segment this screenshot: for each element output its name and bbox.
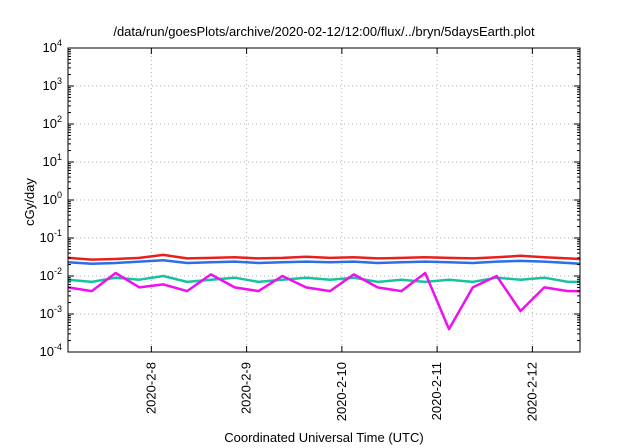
series-layer bbox=[67, 253, 581, 331]
x-tick-label: 2020-2-10 bbox=[334, 362, 349, 421]
series-line-1 bbox=[67, 253, 581, 261]
x-tick-labels: 2020-2-8 2020-2-9 2020-2-10 2020-2-11 2020-2… bbox=[143, 362, 539, 421]
y-tick-label: 103 bbox=[43, 76, 62, 93]
y-tick-label: 101 bbox=[43, 152, 62, 169]
series-line-2 bbox=[67, 258, 581, 266]
y-tick-label: 102 bbox=[43, 114, 62, 131]
y-tick-label: 104 bbox=[43, 38, 62, 55]
series-line-4 bbox=[67, 271, 580, 331]
x-tick-label: 2020-2-12 bbox=[524, 362, 539, 421]
x-tick-label: 2020-2-11 bbox=[429, 362, 444, 420]
y-tick-label: 10-3 bbox=[40, 304, 62, 321]
grid-lines bbox=[68, 48, 580, 352]
y-axis-title: cGy/day bbox=[22, 178, 37, 226]
y-tick-label: 10-4 bbox=[40, 342, 62, 359]
series-line-3 bbox=[67, 274, 580, 284]
y-tick-label: 10-2 bbox=[40, 266, 62, 283]
x-tick-label: 2020-2-8 bbox=[143, 362, 158, 414]
tick-marks bbox=[68, 47, 580, 353]
chart-title: /data/run/goesPlots/archive/2020-02-12/1… bbox=[113, 24, 535, 39]
y-tick-label: 100 bbox=[43, 190, 62, 207]
y-tick-label: 10-1 bbox=[40, 228, 62, 245]
y-tick-labels: 10-4 10-3 10-2 10-1 100 101 102 103 104 bbox=[40, 38, 62, 359]
x-tick-label: 2020-2-9 bbox=[239, 362, 254, 414]
x-axis-title: Coordinated Universal Time (UTC) bbox=[224, 430, 423, 445]
